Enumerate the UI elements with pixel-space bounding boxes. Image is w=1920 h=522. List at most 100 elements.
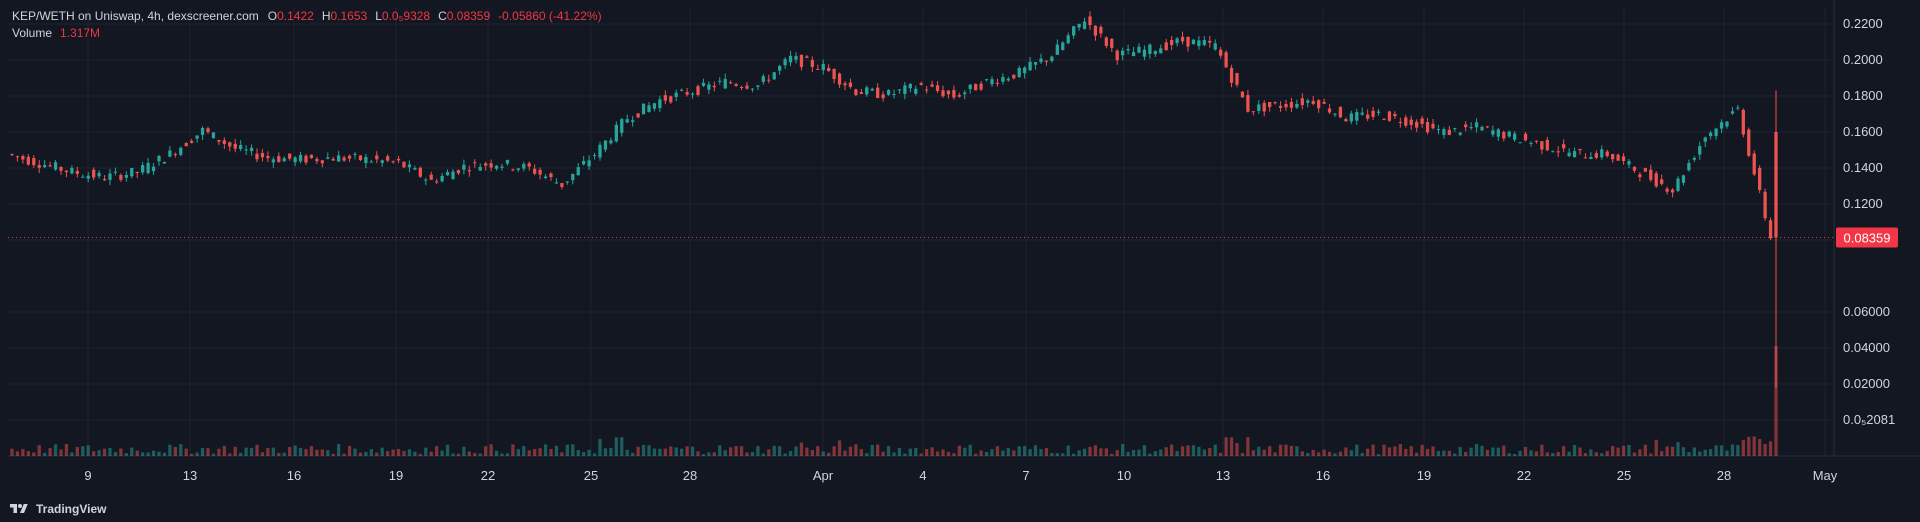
candle-body[interactable] — [102, 179, 107, 181]
candle-body[interactable] — [1349, 113, 1353, 122]
candle-body[interactable] — [364, 156, 368, 164]
candle-body[interactable] — [582, 160, 586, 165]
candle-body[interactable] — [914, 88, 918, 94]
candle-body[interactable] — [636, 113, 640, 118]
candle-body[interactable] — [745, 85, 749, 89]
candle-body[interactable] — [571, 173, 575, 181]
candle-body[interactable] — [168, 150, 172, 157]
candle-body[interactable] — [1306, 100, 1310, 103]
candle-body[interactable] — [1660, 179, 1664, 184]
candle-body[interactable] — [848, 82, 853, 87]
candle-body[interactable] — [968, 84, 972, 90]
candle-body[interactable] — [173, 154, 177, 156]
candle-body[interactable] — [680, 89, 684, 91]
candle-body[interactable] — [1556, 151, 1560, 153]
candle-body[interactable] — [1670, 189, 1675, 193]
candle-body[interactable] — [1551, 151, 1555, 153]
candle-body[interactable] — [1730, 111, 1735, 114]
candle-body[interactable] — [1023, 67, 1027, 74]
candle-body[interactable] — [1110, 38, 1114, 48]
candle-body[interactable] — [1229, 67, 1234, 83]
candle-body[interactable] — [1605, 151, 1609, 157]
candle-body[interactable] — [141, 164, 145, 173]
candle-body[interactable] — [386, 156, 390, 161]
candle-body[interactable] — [315, 158, 319, 162]
candle-body[interactable] — [816, 68, 820, 70]
candle-body[interactable] — [1360, 112, 1364, 115]
candle-body[interactable] — [1077, 23, 1081, 28]
candle-body[interactable] — [1594, 153, 1598, 158]
candle-body[interactable] — [1736, 107, 1740, 109]
candle-body[interactable] — [1572, 151, 1577, 158]
candle-body[interactable] — [342, 157, 346, 161]
candle-body[interactable] — [1235, 73, 1239, 85]
candle-body[interactable] — [81, 176, 85, 178]
candle-body[interactable] — [935, 85, 940, 91]
candle-body[interactable] — [331, 158, 335, 161]
candle-body[interactable] — [48, 165, 52, 167]
candle-body[interactable] — [1104, 37, 1108, 46]
candle-body[interactable] — [788, 55, 793, 63]
candle-body[interactable] — [407, 164, 412, 168]
candle-body[interactable] — [876, 87, 880, 98]
candle-body[interactable] — [707, 84, 711, 90]
candle-body[interactable] — [162, 161, 167, 164]
candle-body[interactable] — [1747, 129, 1751, 156]
candle-body[interactable] — [772, 72, 776, 80]
candle-body[interactable] — [1616, 154, 1620, 161]
candle-body[interactable] — [358, 155, 363, 161]
candle-body[interactable] — [1393, 113, 1397, 117]
candle-body[interactable] — [1327, 108, 1332, 113]
candle-body[interactable] — [1142, 49, 1147, 57]
candle-body[interactable] — [941, 90, 945, 97]
candle-body[interactable] — [995, 82, 1000, 84]
candle-body[interactable] — [1474, 122, 1479, 128]
candle-body[interactable] — [527, 163, 531, 167]
candle-body[interactable] — [43, 165, 47, 168]
candle-body[interactable] — [1589, 156, 1593, 160]
candle-body[interactable] — [1284, 104, 1288, 108]
candle-body[interactable] — [1583, 157, 1588, 159]
candle-body[interactable] — [151, 166, 156, 172]
candle-body[interactable] — [886, 90, 891, 95]
candle-body[interactable] — [1665, 188, 1669, 192]
candle-body[interactable] — [1055, 44, 1059, 55]
candle-body[interactable] — [554, 182, 559, 184]
candle-body[interactable] — [260, 152, 265, 158]
candle-body[interactable] — [1409, 119, 1413, 125]
candle-body[interactable] — [1366, 114, 1370, 119]
candle-body[interactable] — [113, 171, 118, 173]
candle-body[interactable] — [445, 172, 450, 176]
candle-body[interactable] — [892, 94, 896, 96]
candle-body[interactable] — [930, 84, 934, 87]
candle-body[interactable] — [549, 173, 553, 178]
candle-body[interactable] — [1567, 152, 1571, 157]
candle-body[interactable] — [560, 183, 564, 187]
candle-body[interactable] — [587, 160, 591, 167]
candle-body[interactable] — [620, 119, 624, 133]
candle-body[interactable] — [1431, 123, 1435, 129]
candle-body[interactable] — [1643, 168, 1647, 172]
candle-body[interactable] — [1703, 137, 1707, 142]
candle-body[interactable] — [1278, 105, 1283, 108]
candle-body[interactable] — [827, 67, 831, 72]
candle-body[interactable] — [1578, 148, 1582, 151]
candle-body[interactable] — [1028, 61, 1032, 71]
tradingview-branding[interactable]: TradingView — [8, 502, 106, 516]
candle-body[interactable] — [1224, 52, 1228, 68]
candle-body[interactable] — [718, 80, 722, 82]
candle-body[interactable] — [614, 124, 618, 142]
candle-body[interactable] — [734, 84, 738, 86]
candle-body[interactable] — [1066, 35, 1070, 44]
candle-body[interactable] — [1088, 16, 1092, 26]
candle-body[interactable] — [1131, 52, 1136, 57]
candle-body[interactable] — [778, 65, 782, 71]
candle-body[interactable] — [1050, 56, 1054, 61]
candle-body[interactable] — [1681, 175, 1686, 183]
candle-body[interactable] — [418, 167, 422, 177]
candle-body[interactable] — [1012, 74, 1016, 79]
candle-body[interactable] — [903, 85, 907, 95]
candle-body[interactable] — [190, 140, 194, 143]
candle-body[interactable] — [146, 162, 150, 174]
candle-body[interactable] — [1115, 50, 1119, 61]
